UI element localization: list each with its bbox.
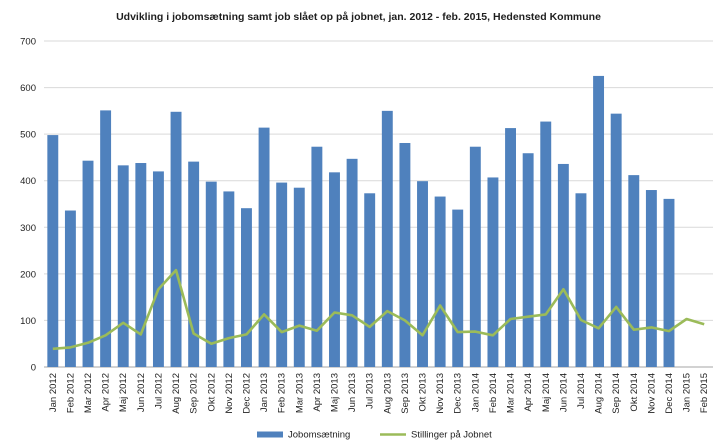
bar xyxy=(593,75,605,367)
x-tick-label: Mar 2013 xyxy=(294,373,305,413)
x-tick-label: Jun 2014 xyxy=(558,373,569,412)
bar xyxy=(399,142,411,367)
x-tick-label: Jan 2013 xyxy=(259,373,270,412)
bar xyxy=(557,163,569,367)
x-tick-label: Okt 2014 xyxy=(629,373,640,412)
x-tick-label: Sep 2012 xyxy=(189,373,200,414)
x-tick-label: Maj 2012 xyxy=(118,373,129,412)
x-tick-label: Mar 2012 xyxy=(83,373,94,413)
bar xyxy=(505,128,516,367)
x-tick-label: Maj 2013 xyxy=(329,373,340,412)
bar xyxy=(100,110,112,368)
x-tick-label: Dec 2014 xyxy=(664,373,675,414)
bar xyxy=(610,113,622,367)
bar xyxy=(311,146,323,367)
legend-swatch-jobomsaetning xyxy=(257,431,283,438)
bar xyxy=(223,191,235,367)
legend-label: Stillinger på Jobnet xyxy=(411,430,492,441)
x-tick-label: Jan 2014 xyxy=(470,373,481,412)
bar xyxy=(293,187,305,367)
bar xyxy=(276,182,288,367)
bar xyxy=(452,209,464,367)
bar xyxy=(381,110,393,367)
x-tick-label: Jun 2012 xyxy=(136,373,147,412)
series-line xyxy=(52,268,705,351)
bar xyxy=(575,193,587,367)
bar xyxy=(469,146,481,367)
x-tick-label: Nov 2012 xyxy=(224,373,235,414)
x-tick-label: Apr 2013 xyxy=(312,373,323,412)
y-tick-label: 500 xyxy=(20,130,36,141)
y-tick-label: 400 xyxy=(20,176,36,187)
y-tick-label: 200 xyxy=(20,269,36,280)
x-tick-label: Okt 2012 xyxy=(206,373,217,412)
x-tick-label: Dec 2013 xyxy=(453,373,464,414)
bar xyxy=(135,163,147,367)
x-tick-label: Aug 2013 xyxy=(382,373,393,414)
x-tick-label: Apr 2014 xyxy=(523,373,534,412)
bar xyxy=(540,121,552,367)
y-tick-label: 100 xyxy=(20,316,36,327)
legend-label: Jobomsætning xyxy=(288,430,350,441)
x-tick-label: Jun 2013 xyxy=(347,373,358,412)
bar xyxy=(364,193,376,367)
bar xyxy=(47,135,59,367)
bar xyxy=(241,208,252,367)
x-tick-label: Aug 2014 xyxy=(594,373,605,414)
bar xyxy=(117,165,129,367)
y-tick-label: 0 xyxy=(31,363,36,374)
bar xyxy=(64,210,76,367)
chart-title: Udvikling i jobomsætning samt job slået … xyxy=(116,11,601,23)
bar xyxy=(152,171,164,367)
x-tick-label: Jul 2012 xyxy=(153,373,164,409)
x-tick-label: Okt 2013 xyxy=(418,373,429,412)
bar xyxy=(188,161,200,367)
x-tick-label: Nov 2013 xyxy=(435,373,446,414)
x-tick-label: Mar 2014 xyxy=(506,373,517,413)
bar xyxy=(258,127,270,367)
x-tick-label: Feb 2013 xyxy=(277,373,288,413)
bar xyxy=(434,196,446,367)
bar xyxy=(417,181,428,367)
x-tick-label: Jul 2013 xyxy=(365,373,376,409)
bar xyxy=(487,177,499,367)
y-tick-label: 600 xyxy=(20,83,36,94)
x-tick-label: Jan 2015 xyxy=(682,373,693,412)
bar xyxy=(663,198,675,367)
bar xyxy=(329,172,340,367)
bar xyxy=(170,111,182,367)
bar xyxy=(645,190,657,367)
x-tick-label: Sep 2014 xyxy=(611,373,622,414)
x-tick-label: Sep 2013 xyxy=(400,373,411,414)
x-tick-label: Dec 2012 xyxy=(241,373,252,414)
x-tick-label: Nov 2014 xyxy=(646,373,657,414)
y-tick-label: 300 xyxy=(20,223,36,234)
x-tick-label: Apr 2012 xyxy=(101,373,112,412)
x-tick-label: Jan 2012 xyxy=(48,373,59,412)
bar xyxy=(628,175,640,367)
x-tick-label: Feb 2015 xyxy=(699,373,710,413)
x-tick-label: Feb 2014 xyxy=(488,373,499,413)
y-tick-label: 700 xyxy=(20,37,36,48)
bar xyxy=(522,153,534,367)
bar xyxy=(205,181,217,367)
bar xyxy=(82,160,94,367)
bar xyxy=(346,158,358,367)
x-tick-label: Jul 2014 xyxy=(576,373,587,409)
x-tick-label: Maj 2014 xyxy=(541,373,552,412)
x-tick-label: Feb 2012 xyxy=(65,373,76,413)
x-tick-label: Aug 2012 xyxy=(171,373,182,414)
